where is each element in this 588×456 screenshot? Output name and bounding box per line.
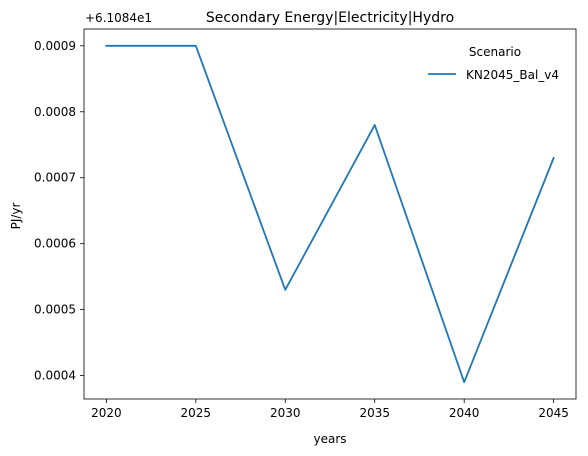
y-tick-label: 0.0007 [34,171,76,185]
x-tick-label: 2025 [181,406,212,420]
legend-entry-label: KN2045_Bal_v4 [466,68,559,82]
y-tick-label: 0.0006 [34,237,76,251]
chart-title: Secondary Energy|Electricity|Hydro [206,10,454,26]
y-tick-label: 0.0009 [34,39,76,53]
x-tick-label: 2035 [359,406,390,420]
y-axis-label: PJ/yr [9,203,23,230]
y-tick-label: 0.0008 [34,105,76,119]
y-tick-label: 0.0004 [34,369,76,383]
y-offset-text: +6.1084e1 [85,11,152,25]
legend: Scenario KN2045_Bal_v4 [428,45,559,82]
axes-frame [83,28,577,400]
x-axis-label: years [313,432,346,446]
x-tick-label: 2030 [270,406,301,420]
plot-area: 2020 2025 2030 2035 2040 2045 0.0004 0.0005 0.00… [34,28,577,420]
x-tick-label: 2045 [538,406,569,420]
legend-title: Scenario [469,45,521,59]
y-tick-label: 0.0005 [34,303,76,317]
x-tick-label: 2040 [449,406,480,420]
x-tick-label: 2020 [91,406,122,420]
series-line [105,44,555,384]
